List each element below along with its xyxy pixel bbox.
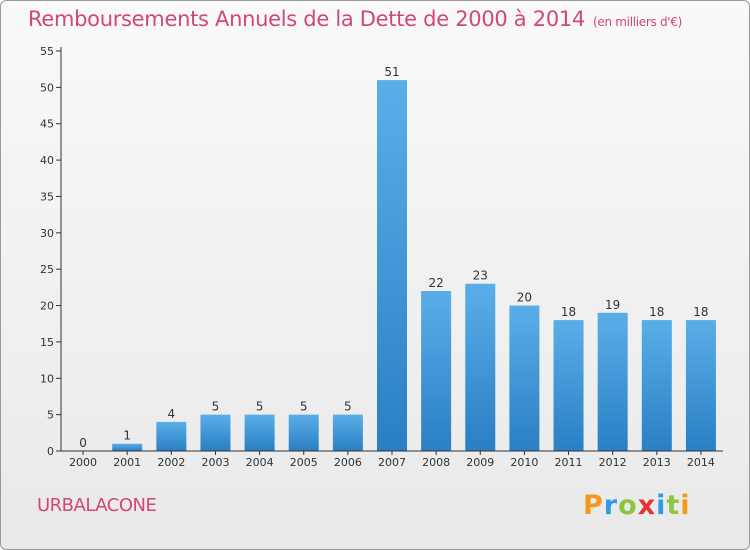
data-label: 5 — [212, 400, 220, 414]
data-label: 51 — [384, 65, 399, 79]
bar-2012 — [597, 312, 628, 451]
x-tick-label: 2013 — [643, 456, 671, 469]
data-label: 20 — [517, 291, 532, 305]
x-tick-label: 2002 — [157, 456, 185, 469]
bar-2004 — [244, 414, 275, 451]
bar-2011 — [553, 320, 584, 451]
y-tick-label: 45 — [40, 118, 54, 131]
bar-2002 — [156, 421, 187, 451]
brand-letter: x — [637, 490, 657, 521]
brand-logo: Proxiti — [583, 490, 691, 521]
x-tick-label: 2007 — [378, 456, 406, 469]
data-label: 18 — [561, 305, 576, 319]
bar-2014 — [685, 320, 716, 451]
y-tick-label: 40 — [40, 154, 54, 167]
data-label: 0 — [79, 436, 87, 450]
bar-2010 — [509, 305, 540, 451]
bar-2003 — [200, 414, 231, 451]
bar-2009 — [465, 283, 496, 451]
y-tick-label: 30 — [40, 227, 54, 240]
x-tick-label: 2014 — [687, 456, 715, 469]
bar-2013 — [641, 320, 672, 451]
data-label: 23 — [473, 269, 488, 283]
x-tick-label: 2005 — [290, 456, 318, 469]
x-tick-label: 2004 — [246, 456, 274, 469]
x-tick-label: 2003 — [201, 456, 229, 469]
y-tick-label: 10 — [40, 372, 54, 385]
unit-label: (en milliers d'€) — [593, 15, 683, 29]
brand-letter: o — [618, 490, 638, 521]
y-tick-label: 15 — [40, 336, 54, 349]
x-tick-label: 2008 — [422, 456, 450, 469]
brand-letter: P — [583, 490, 604, 521]
x-tick-label: 2010 — [510, 456, 538, 469]
y-tick-label: 50 — [40, 81, 54, 94]
data-label: 22 — [428, 276, 443, 290]
bar-2006 — [332, 414, 363, 451]
chart-title: Remboursements Annuels de la Dette de 20… — [28, 7, 682, 31]
data-label: 5 — [256, 400, 264, 414]
brand-letter: t — [666, 490, 681, 521]
data-label: 19 — [605, 298, 620, 312]
bar-2007 — [377, 80, 407, 451]
title-text: Remboursements Annuels de la Dette de 20… — [28, 7, 585, 31]
data-label: 18 — [649, 305, 664, 319]
data-label: 5 — [344, 400, 352, 414]
x-tick-label: 2001 — [113, 456, 141, 469]
bar-2005 — [288, 414, 319, 451]
y-tick-label: 25 — [40, 263, 54, 276]
bar-2001 — [112, 443, 143, 451]
place-name: URBALACONE — [37, 495, 157, 516]
brand-letter: i — [680, 490, 691, 521]
y-tick-label: 5 — [47, 409, 54, 422]
data-label: 18 — [693, 305, 708, 319]
y-tick-label: 0 — [47, 445, 54, 458]
brand-letter: r — [603, 490, 619, 521]
brand-letter: i — [656, 490, 667, 521]
y-tick-label: 35 — [40, 190, 54, 203]
x-tick-label: 2009 — [466, 456, 494, 469]
data-label: 4 — [168, 407, 176, 421]
x-tick-label: 2000 — [69, 456, 97, 469]
bar-2008 — [421, 291, 452, 451]
data-label: 5 — [300, 400, 308, 414]
x-tick-label: 2011 — [555, 456, 583, 469]
x-tick-label: 2012 — [599, 456, 627, 469]
x-tick-label: 2006 — [334, 456, 362, 469]
y-tick-label: 55 — [40, 45, 54, 58]
y-tick-label: 20 — [40, 300, 54, 313]
data-label: 1 — [123, 429, 131, 443]
